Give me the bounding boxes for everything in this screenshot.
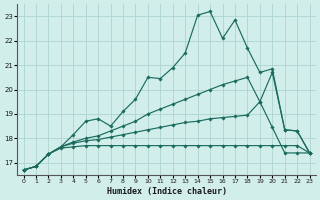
X-axis label: Humidex (Indice chaleur): Humidex (Indice chaleur): [107, 187, 227, 196]
